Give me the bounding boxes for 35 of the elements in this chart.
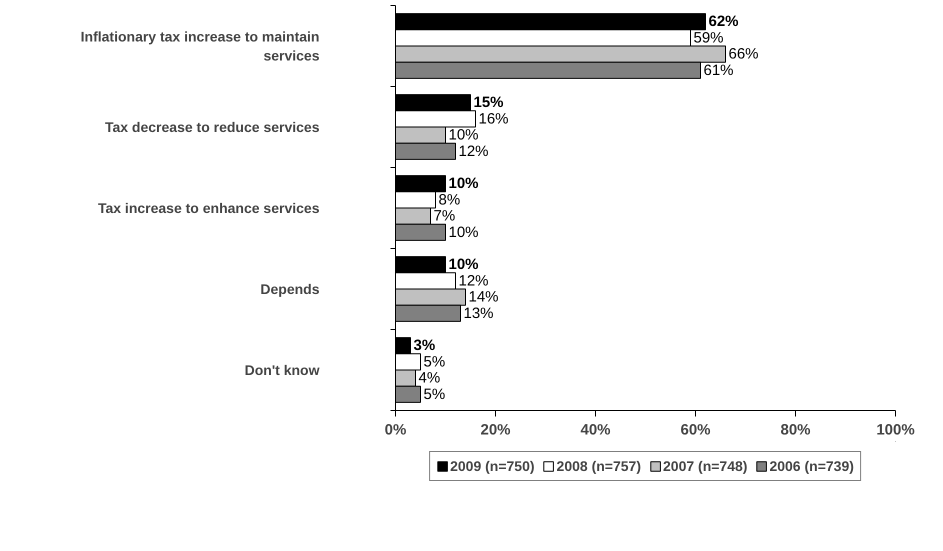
- data-label: 16%: [478, 110, 509, 128]
- data-label: 61%: [704, 62, 734, 79]
- data-label: 12%: [458, 142, 489, 160]
- data-label: 5%: [424, 386, 446, 403]
- x-tick-label: 40%: [580, 422, 611, 438]
- data-label: 10%: [448, 175, 479, 192]
- data-label: 66%: [728, 46, 759, 63]
- y-tick-label: Inflationary tax increase to maintain services: [80, 28, 320, 64]
- y-tick-label: Tax decrease to reduce services: [104, 119, 320, 135]
- data-label: 59%: [694, 29, 724, 46]
- data-label: 13%: [464, 304, 494, 322]
- data-label: 10%: [448, 224, 479, 241]
- y-tick-label: Depends: [260, 281, 320, 297]
- y-tick-label: Tax increase to enhance services: [98, 200, 320, 216]
- legend-label: 2008 (n=757): [556, 458, 641, 474]
- x-tick-label: 80%: [780, 422, 811, 438]
- legend-label: 2006 (n=739): [769, 458, 854, 474]
- data-label: 14%: [468, 288, 499, 306]
- data-label: 10%: [448, 256, 479, 274]
- x-tick-label: 0%: [384, 422, 406, 438]
- legend-label: 2007 (n=748): [663, 458, 748, 474]
- x-tick-label: 20%: [480, 422, 511, 438]
- x-tick-label: 60%: [680, 422, 711, 438]
- data-label: 3%: [414, 337, 436, 354]
- data-label: 5%: [424, 353, 446, 370]
- data-label: 8%: [438, 191, 460, 208]
- data-label: 15%: [474, 94, 504, 112]
- data-label: 10%: [448, 126, 479, 144]
- x-tick-label: 100%: [876, 422, 915, 438]
- data-label: 7%: [434, 208, 456, 225]
- y-tick-label: Don't know: [244, 362, 320, 378]
- data-label: 12%: [458, 272, 489, 290]
- legend-label: 2009 (n=750): [450, 458, 535, 474]
- data-label: 62%: [708, 13, 739, 30]
- data-label: 4%: [418, 370, 440, 387]
